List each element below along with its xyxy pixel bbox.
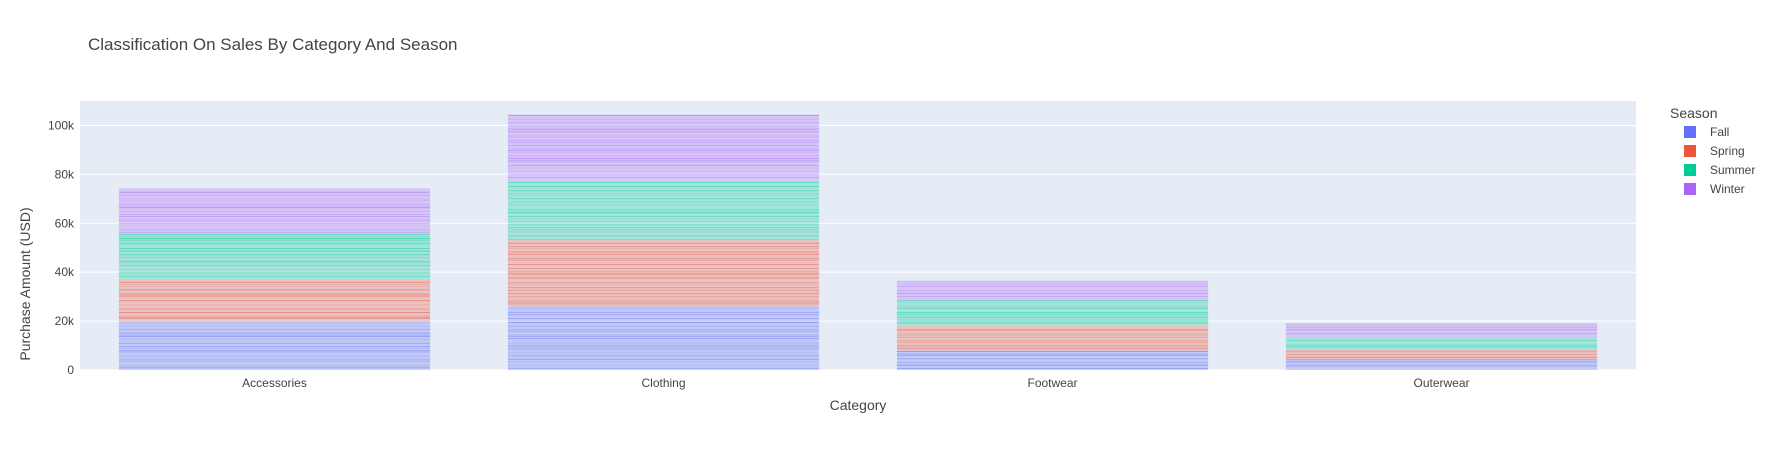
bar-summer-accessories[interactable] [118,233,431,281]
legend-title: Season [1670,105,1717,121]
bar-spring-clothing[interactable] [507,239,820,307]
bar-segment [507,239,820,307]
bar-fall-clothing[interactable] [507,306,820,370]
bar-winter-accessories[interactable] [118,188,431,234]
x-tick-label: Outerwear [1413,376,1469,390]
bar-segment [118,188,431,234]
bar-segment [1285,323,1598,337]
bar-segment [118,233,431,281]
y-tick-label: 20k [55,314,75,328]
bar-winter-clothing[interactable] [507,114,820,182]
legend-item-fall[interactable]: Fall [1684,125,1729,139]
bar-segment [896,300,1209,326]
y-axis-title: Purchase Amount (USD) [17,207,33,360]
bar-spring-accessories[interactable] [118,280,431,322]
bar-summer-footwear[interactable] [896,299,1209,326]
gridlines [80,124,1636,371]
legend-label: Spring [1710,144,1745,158]
bar-fall-footwear[interactable] [896,350,1209,370]
y-tick-label: 40k [55,265,75,279]
bar-spring-footwear[interactable] [896,325,1209,351]
legend-swatch [1684,164,1696,176]
legend-label: Summer [1710,163,1755,177]
y-tick-label: 80k [55,167,75,181]
x-tick-label: Footwear [1027,376,1077,390]
legend-label: Fall [1710,125,1729,139]
legend-label: Winter [1710,182,1745,196]
x-tick-label: Accessories [242,376,307,390]
legend-item-spring[interactable]: Spring [1684,144,1745,158]
bar-winter-outerwear[interactable] [1285,323,1598,337]
legend-swatch [1684,183,1696,195]
legend-item-summer[interactable]: Summer [1684,163,1755,177]
bars-group [118,114,1598,370]
y-tick-label: 100k [48,118,75,132]
bar-summer-clothing[interactable] [507,181,820,240]
plot-area [80,101,1636,370]
bar-fall-outerwear[interactable] [1285,358,1598,370]
bar-segment [507,306,820,370]
bar-segment [1285,349,1598,359]
bar-segment [896,280,1209,301]
x-axis-title: Category [830,397,887,413]
bar-segment [896,350,1209,370]
chart-title: Classification On Sales By Category And … [88,35,457,54]
legend-item-winter[interactable]: Winter [1684,182,1745,196]
y-tick-label: 0 [67,363,74,377]
bar-segment [118,321,431,370]
bar-spring-outerwear[interactable] [1285,349,1598,359]
tick-labels: 0 20k 40k 60k 80k 100k Accessories Clothing Foot… [48,118,1470,390]
legend[interactable]: Season Fall Spring Summer Winter [1670,105,1755,196]
x-tick-label: Clothing [641,376,685,390]
legend-swatch [1684,126,1696,138]
y-tick-label: 60k [55,216,75,230]
bar-segment [507,181,820,240]
bar-segment [1285,336,1598,350]
bar-winter-footwear[interactable] [896,280,1209,301]
legend-swatch [1684,145,1696,157]
bar-segment [507,114,820,182]
bar-segment [1285,358,1598,370]
bar-segment [896,325,1209,351]
bar-fall-accessories[interactable] [118,321,431,370]
bar-summer-outerwear[interactable] [1285,336,1598,350]
